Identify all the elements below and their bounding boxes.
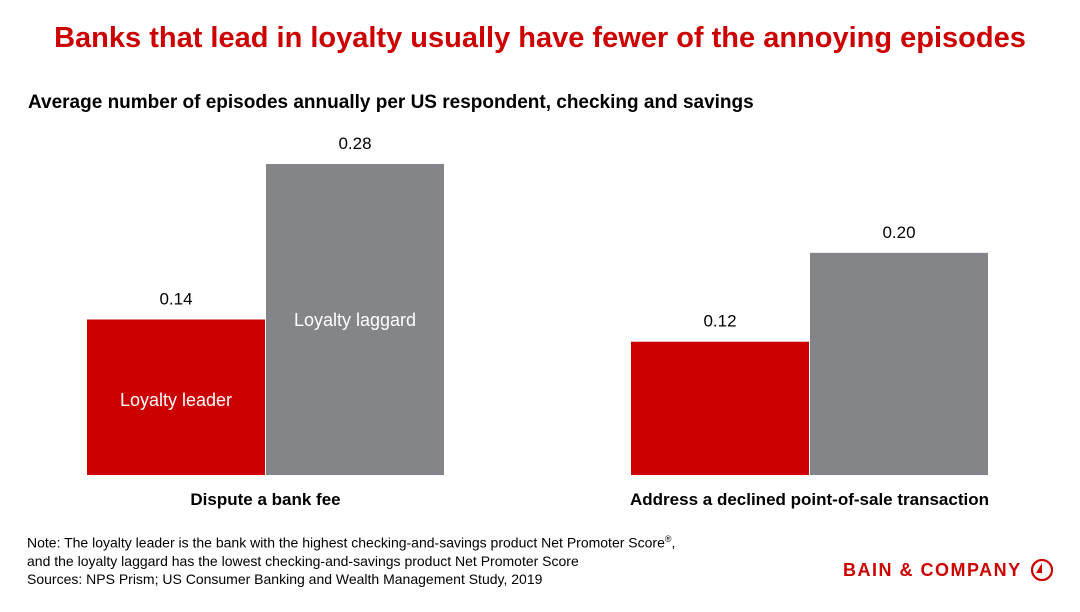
legend-label-laggard: Loyalty laggard bbox=[294, 310, 416, 330]
note-line-2: and the loyalty laggard has the lowest c… bbox=[27, 552, 579, 569]
legend-label-leader: Loyalty leader bbox=[120, 390, 232, 410]
registered-mark: ® bbox=[664, 534, 672, 544]
category-label: Dispute a bank fee bbox=[190, 490, 340, 509]
data-label: 0.14 bbox=[159, 290, 192, 309]
data-label: 0.12 bbox=[703, 312, 736, 331]
note-comma: , bbox=[671, 534, 676, 551]
sources-line: Sources: NPS Prism; US Consumer Banking … bbox=[27, 570, 543, 587]
bar-chart: 0.14 Loyalty leader 0.28 Loyalty laggard Dis… bbox=[87, 134, 989, 509]
bar-leader bbox=[87, 319, 265, 475]
category-label: Address a declined point-of-sale transac… bbox=[630, 490, 989, 509]
note-line-1: Note: The loyalty leader is the bank wit… bbox=[27, 534, 665, 551]
data-label: 0.20 bbox=[882, 223, 915, 242]
data-label: 0.28 bbox=[338, 134, 371, 153]
bain-logo-circle-icon bbox=[1030, 558, 1053, 582]
logo-text: BAIN & COMPANY bbox=[843, 559, 1022, 580]
footnote: Note: The loyalty leader is the bank wit… bbox=[27, 530, 675, 588]
page-title: Banks that lead in loyalty usually have … bbox=[54, 22, 1026, 54]
chart-subtitle: Average number of episodes annually per … bbox=[28, 92, 754, 113]
bain-logo: BAIN & COMPANY bbox=[843, 558, 1054, 582]
bar-laggard bbox=[810, 252, 988, 475]
bar-leader bbox=[631, 341, 809, 475]
bar-laggard bbox=[266, 164, 444, 475]
